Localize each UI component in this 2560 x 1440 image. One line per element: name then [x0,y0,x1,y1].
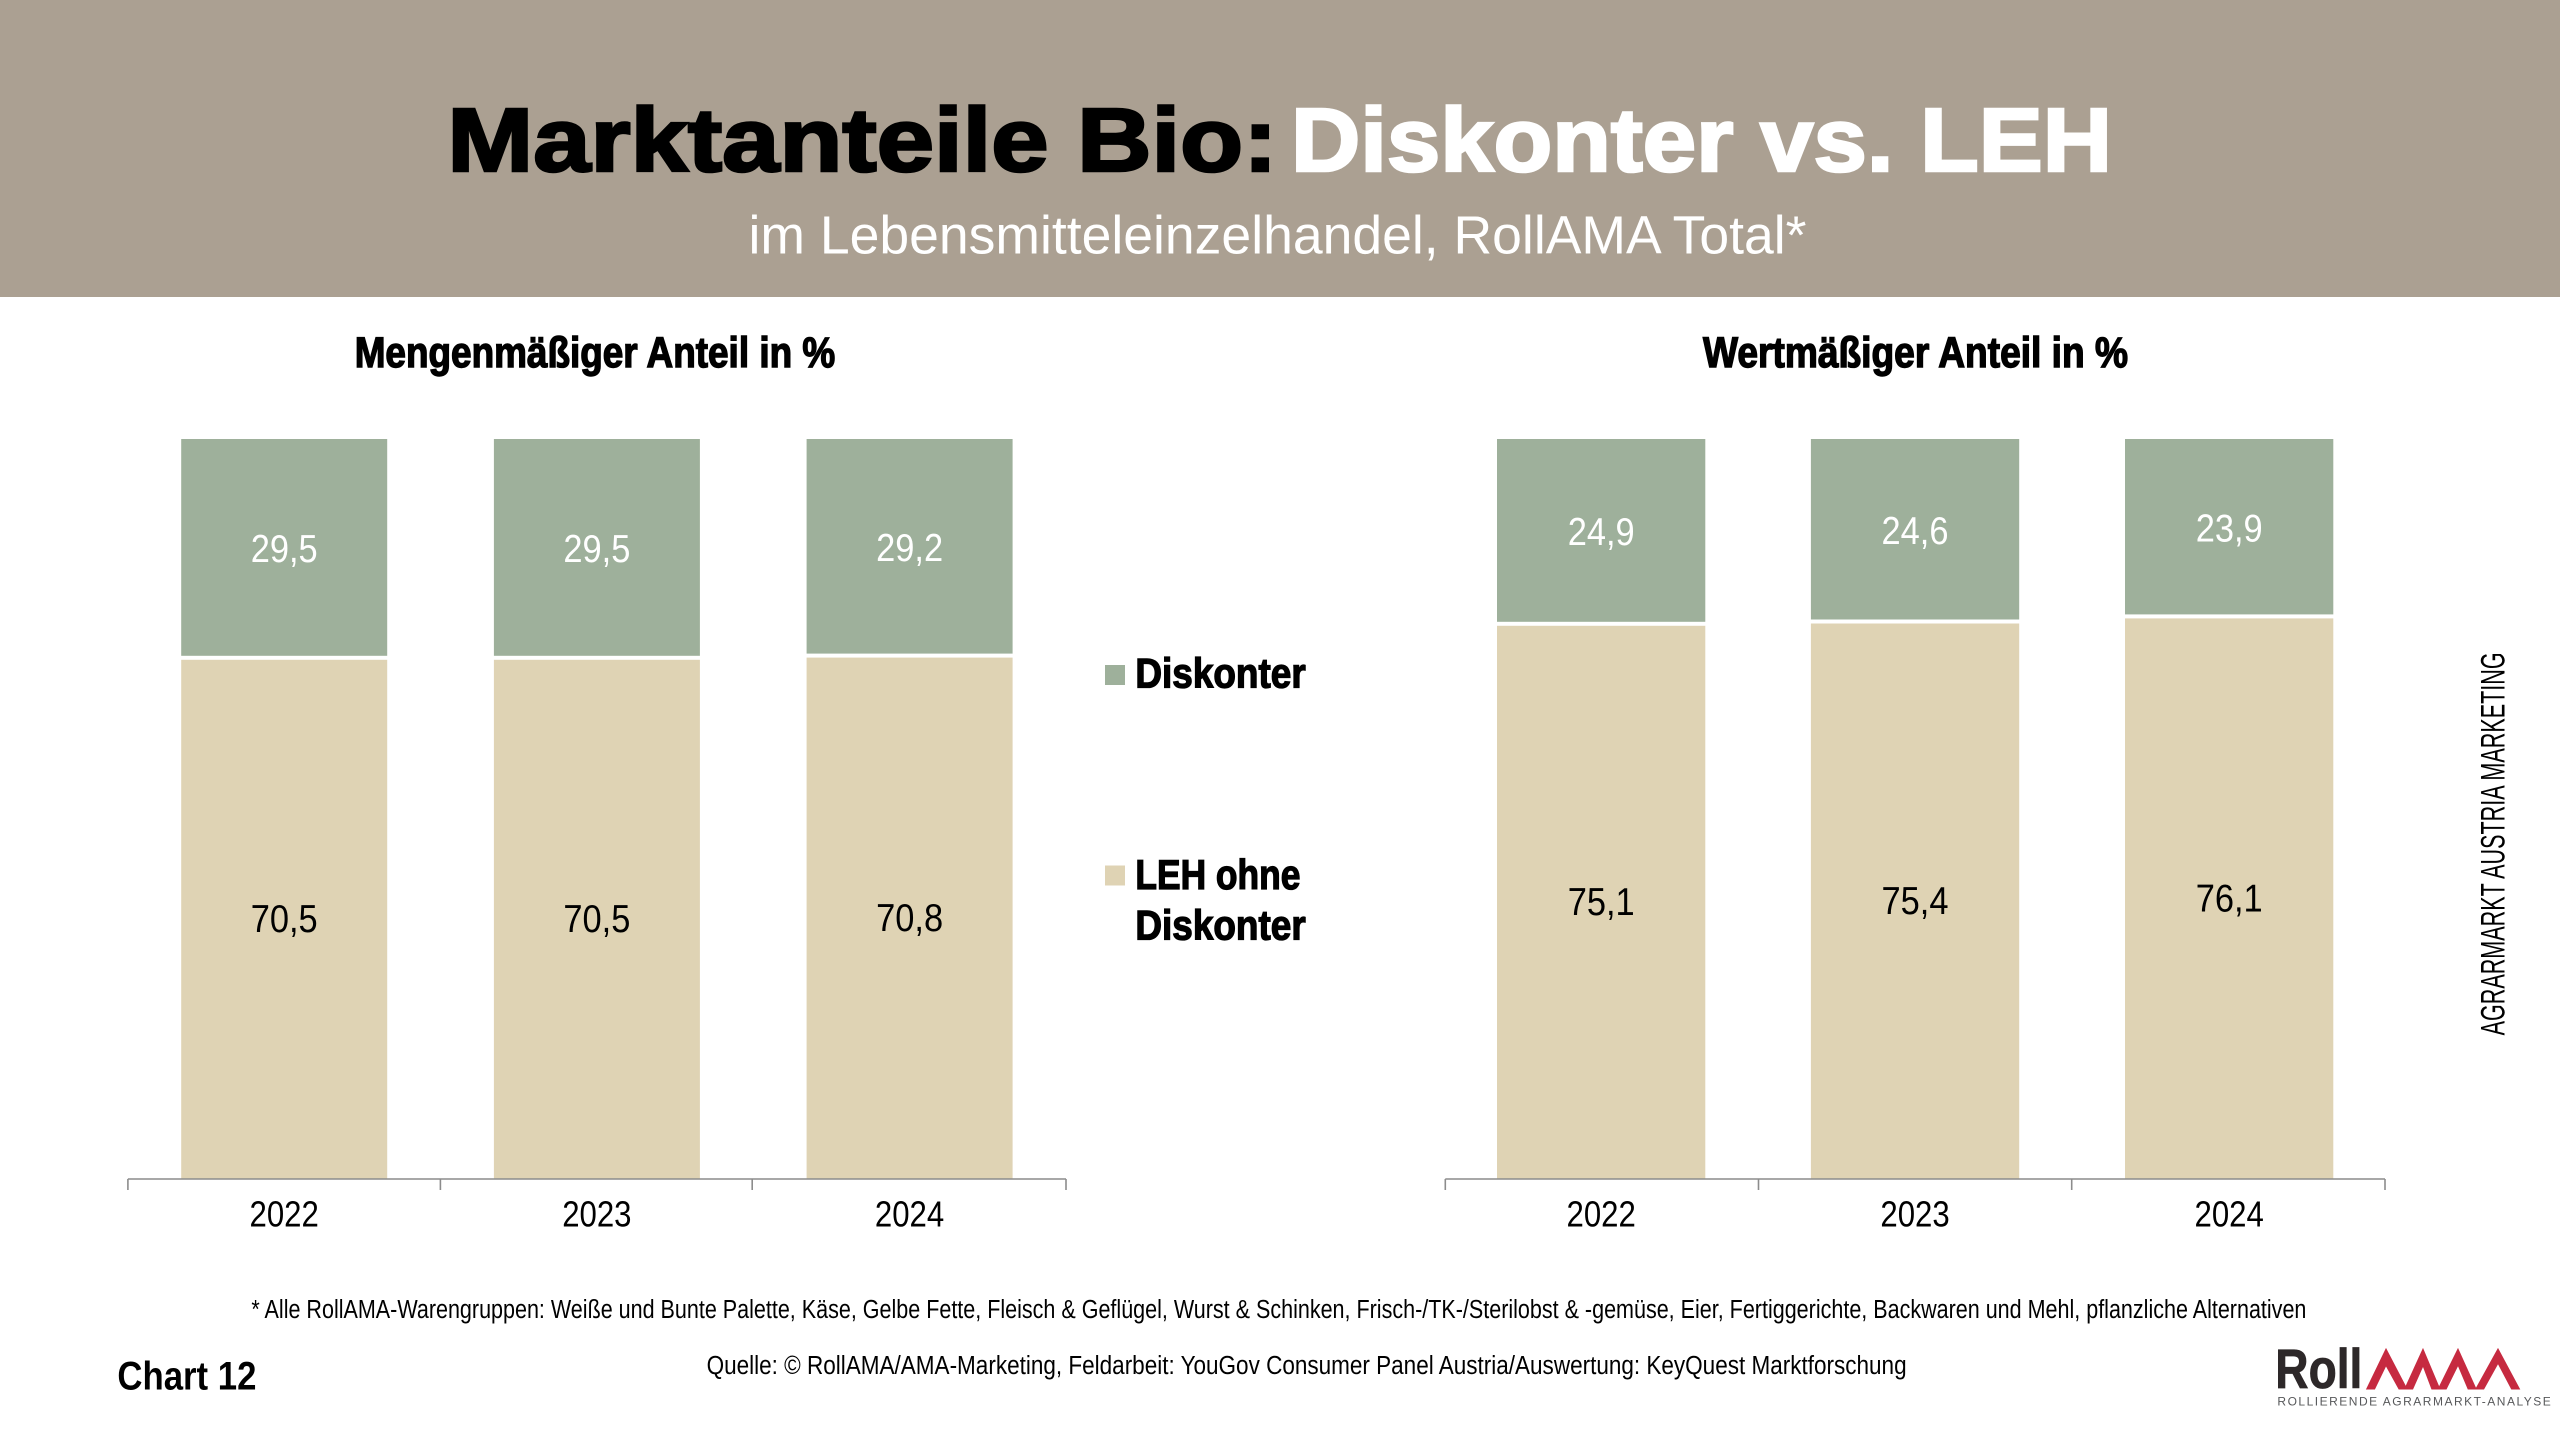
svg-text:76,1: 76,1 [2196,878,2263,921]
svg-text:AGRARMARKT AUSTRIA MARKETING: AGRARMARKT AUSTRIA MARKETING [2474,652,2512,1035]
svg-text:70,5: 70,5 [251,898,318,941]
svg-text:24,9: 24,9 [1568,511,1635,554]
svg-text:Mengenmäßiger Anteil in %: Mengenmäßiger Anteil in % [355,330,836,377]
svg-text:im Lebensmitteleinzelhandel, R: im Lebensmitteleinzelhandel, RollAMA Tot… [749,206,1807,266]
svg-text:Diskonter: Diskonter [1135,901,1305,948]
svg-text:2024: 2024 [2195,1193,2264,1234]
svg-text:* Alle RollAMA-Warengruppen: W: * Alle RollAMA-Warengruppen: Weiße und B… [251,1296,2306,1324]
svg-text:2023: 2023 [562,1193,631,1234]
svg-text:70,5: 70,5 [563,898,630,941]
svg-text:2024: 2024 [875,1193,944,1234]
svg-text:70,8: 70,8 [876,897,943,940]
svg-text:2022: 2022 [250,1193,319,1234]
svg-text:24,6: 24,6 [1882,510,1949,553]
svg-text:29,5: 29,5 [251,528,318,571]
svg-text:Roll: Roll [2275,1337,2362,1400]
svg-text:ROLLIERENDE AGRARMARKT-ANALYSE: ROLLIERENDE AGRARMARKT-ANALYSE [2277,1395,2550,1409]
svg-text:Diskonter vs. LEH: Diskonter vs. LEH [1291,91,2112,191]
svg-text:75,4: 75,4 [1882,880,1949,923]
svg-text:Wertmäßiger Anteil in %: Wertmäßiger Anteil in % [1703,330,2128,377]
svg-text:Chart 12: Chart 12 [117,1354,256,1398]
svg-text:75,1: 75,1 [1568,881,1635,924]
svg-text:2022: 2022 [1567,1193,1636,1234]
svg-text:23,9: 23,9 [2196,508,2263,551]
svg-text:Marktanteile Bio:: Marktanteile Bio: [447,91,1277,191]
svg-text:LEH ohne: LEH ohne [1135,851,1300,898]
svg-text:2023: 2023 [1880,1193,1949,1234]
svg-text:29,2: 29,2 [876,527,943,570]
svg-text:Diskonter: Diskonter [1135,649,1305,696]
svg-text:29,5: 29,5 [563,528,630,571]
svg-text:Quelle: © RollAMA/AMA-Marketin: Quelle: © RollAMA/AMA-Marketing, Feldarb… [707,1352,1907,1380]
